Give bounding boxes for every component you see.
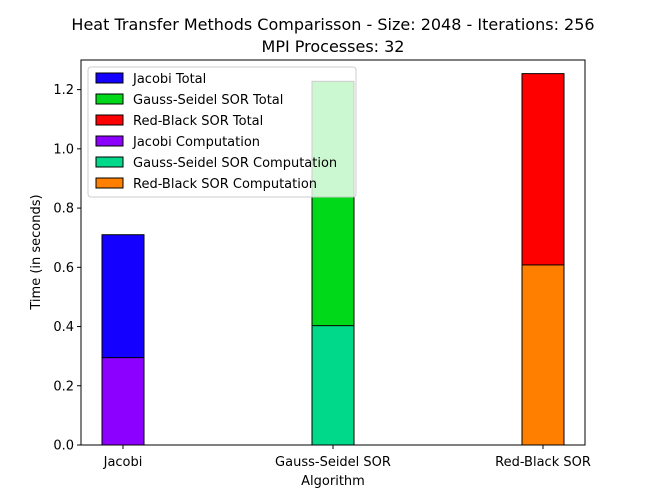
bar-jacobi-computation bbox=[101, 357, 145, 446]
legend-swatch bbox=[95, 72, 124, 84]
legend-label: Jacobi Total bbox=[132, 72, 206, 87]
x-tick-label: Jacobi bbox=[103, 455, 143, 470]
legend: Jacobi Total Gauss-Seidel SOR Total Red-Bl… bbox=[87, 66, 357, 198]
y-tick-label: 0.4 bbox=[53, 320, 74, 335]
y-tick-label: 0.2 bbox=[53, 379, 74, 394]
legend-label: Jacobi Computation bbox=[132, 135, 260, 150]
y-tick-label: 1.0 bbox=[53, 142, 74, 157]
legend-label: Gauss-Seidel SOR Computation bbox=[133, 156, 337, 171]
x-axis: Jacobi Gauss-Seidel SOR Red-Black SOR bbox=[103, 445, 591, 470]
bar-gauss-seidel-sor-computation bbox=[311, 325, 355, 446]
x-tick-label: Gauss-Seidel SOR bbox=[275, 455, 391, 470]
legend-box bbox=[87, 66, 357, 198]
y-tick-label: 0.0 bbox=[53, 439, 74, 454]
y-tick-label: 1.2 bbox=[53, 83, 74, 98]
legend-swatch bbox=[95, 114, 124, 126]
legend-swatch bbox=[95, 93, 124, 105]
y-tick-label: 0.6 bbox=[53, 261, 74, 276]
bar-red-black-sor-computation bbox=[521, 264, 565, 446]
x-tick-label: Red-Black SOR bbox=[495, 455, 591, 470]
legend-swatch bbox=[95, 156, 124, 168]
legend-label: Red-Black SOR Total bbox=[133, 114, 263, 129]
y-axis: 0.0 0.2 0.4 0.6 0.8 1.0 1.2 bbox=[53, 83, 81, 454]
legend-label: Gauss-Seidel SOR Total bbox=[133, 93, 283, 108]
chart-title-line2: MPI Processes: 32 bbox=[262, 37, 405, 56]
legend-swatch bbox=[95, 177, 124, 189]
legend-swatch bbox=[95, 135, 124, 147]
y-axis-label: Time (in seconds) bbox=[29, 194, 44, 310]
x-axis-label: Algorithm bbox=[301, 474, 365, 489]
chart-title-line1: Heat Transfer Methods Comparisson - Size… bbox=[71, 15, 594, 34]
y-tick-label: 0.8 bbox=[53, 202, 74, 217]
legend-label: Red-Black SOR Computation bbox=[133, 177, 317, 192]
